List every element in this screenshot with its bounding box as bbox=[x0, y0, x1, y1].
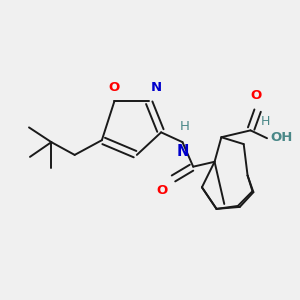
Text: H: H bbox=[179, 120, 189, 133]
Text: N: N bbox=[150, 81, 162, 94]
Text: N: N bbox=[176, 144, 189, 159]
Text: O: O bbox=[157, 184, 168, 197]
Text: OH: OH bbox=[270, 131, 292, 144]
Text: H: H bbox=[260, 116, 270, 128]
Text: O: O bbox=[251, 89, 262, 102]
Text: O: O bbox=[109, 81, 120, 94]
